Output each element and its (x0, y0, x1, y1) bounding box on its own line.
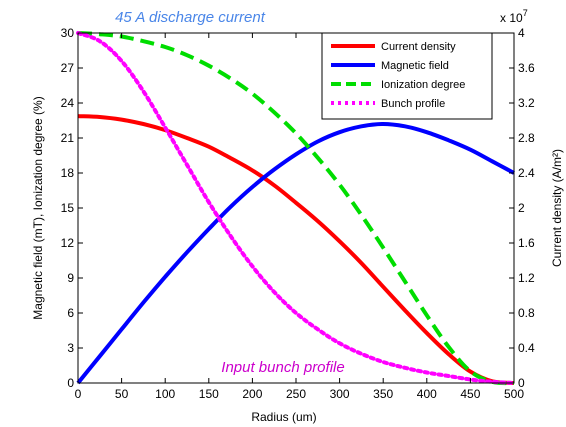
series-line-bunch-profile (76, 31, 516, 385)
right-y-tick-label: 4 (518, 26, 525, 40)
right-y-tick-label: 2.4 (518, 166, 535, 180)
left-y-tick-label: 30 (61, 26, 75, 40)
left-y-tick-label: 12 (61, 236, 75, 250)
right-axis-exponent: x 107 (500, 8, 528, 25)
x-tick-label: 350 (373, 387, 393, 401)
right-axis-exponent-base: x 10 (500, 11, 523, 25)
x-tick-label: 150 (199, 387, 219, 401)
x-tick-label: 450 (460, 387, 480, 401)
left-y-tick-label: 15 (61, 201, 75, 215)
series-line-ionization-degree (77, 31, 515, 386)
left-y-tick-label: 27 (61, 61, 75, 75)
x-tick-label: 300 (330, 387, 350, 401)
right-y-tick-label: 3.2 (518, 96, 535, 110)
x-tick-label: 50 (115, 387, 129, 401)
right-y-tick-label: 3.6 (518, 61, 535, 75)
x-tick-label: 400 (417, 387, 437, 401)
left-y-axis-label: Magnetic field (mT), Ionization degree (… (31, 96, 45, 319)
right-y-tick-label: 0.4 (518, 341, 535, 355)
chart-title: 45 A discharge current (115, 9, 266, 26)
legend-label-bunch-profile: Bunch profile (381, 98, 445, 110)
left-y-tick-label: 21 (61, 131, 75, 145)
series-line-current-density (77, 114, 515, 385)
legend-label-current-density: Current density (381, 41, 456, 53)
bunch-profile-annotation: Input bunch profile (221, 359, 344, 376)
x-tick-label: 100 (155, 387, 175, 401)
x-tick-label: 500 (504, 387, 524, 401)
right-y-tick-label: 1.2 (518, 271, 535, 285)
series-line-magnetic-field (76, 121, 515, 385)
left-y-tick-label: 24 (61, 96, 75, 110)
right-y-tick-label: 2.8 (518, 131, 535, 145)
x-tick-label: 0 (75, 387, 82, 401)
legend: Current density Magnetic field Ionization … (321, 32, 493, 120)
ticks-layer: 0 50 100 150 200 250 300 350 400 450 5000369121518… (61, 26, 535, 401)
left-y-tick-label: 6 (67, 306, 74, 320)
series-layer (76, 31, 516, 386)
right-axis-exponent-power: 7 (523, 8, 528, 18)
right-y-tick-label: 0 (518, 376, 525, 390)
left-y-tick-label: 3 (67, 341, 74, 355)
left-y-tick-label: 18 (61, 166, 75, 180)
legend-label-magnetic-field: Magnetic field (381, 60, 449, 72)
x-axis-label: Radius (um) (251, 410, 316, 424)
right-y-tick-label: 1.6 (518, 236, 535, 250)
x-tick-label: 250 (286, 387, 306, 401)
left-y-tick-label: 9 (67, 271, 74, 285)
legend-label-ionization-degree: Ionization degree (381, 79, 465, 91)
right-y-tick-label: 0.8 (518, 306, 535, 320)
right-y-axis-label: Current density (A/m²) (550, 149, 564, 267)
right-y-tick-label: 2 (518, 201, 525, 215)
x-tick-label: 200 (242, 387, 262, 401)
left-y-tick-label: 0 (67, 376, 74, 390)
